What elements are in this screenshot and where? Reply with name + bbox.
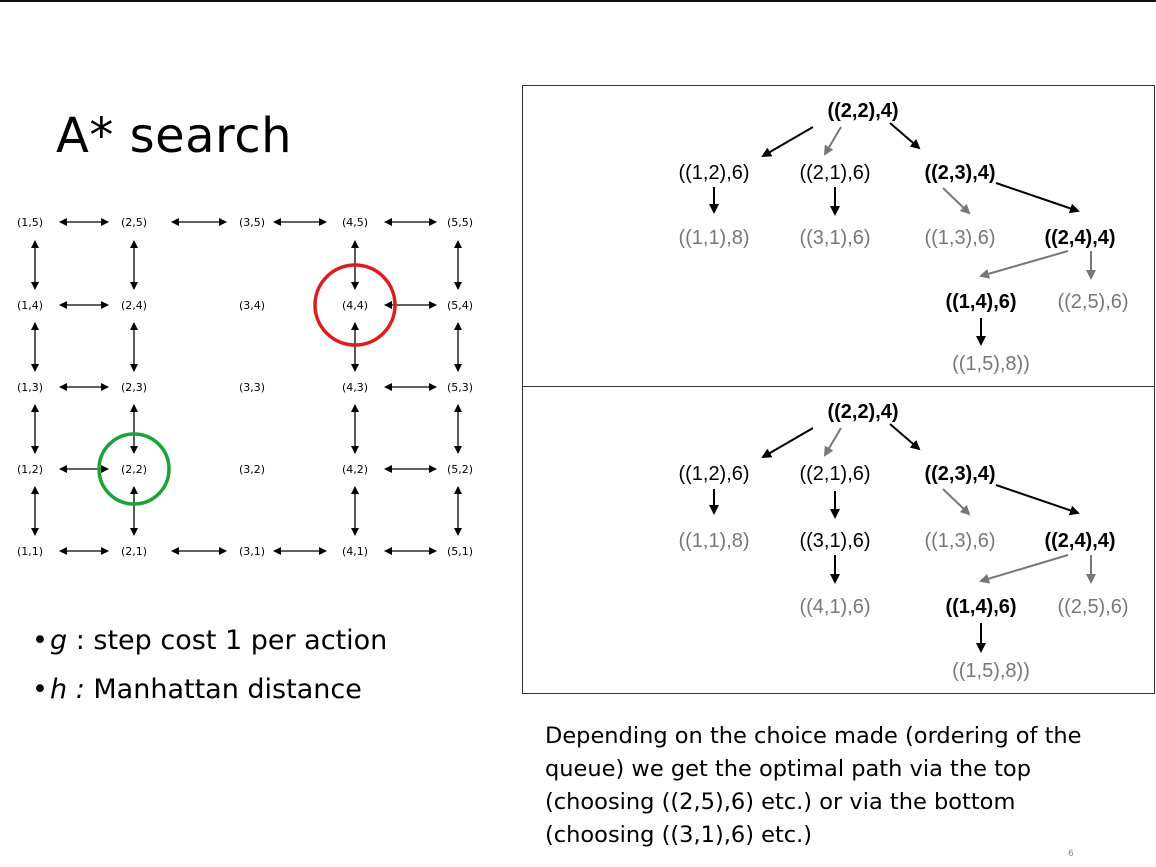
cell-2-3: (2,3): [121, 381, 147, 394]
bottom-node-1-2: ((1,2),6): [678, 463, 749, 485]
page-number: 6: [1068, 849, 1074, 859]
tree-bottom-panel: ((2,2),4) ((1,2),6) ((2,1),6) ((2,3),4) …: [522, 386, 1155, 694]
cell-4-4: (4,4): [342, 299, 368, 312]
top-node-1-5: ((1,5),8)): [952, 353, 1030, 375]
bottom-node-3-1: ((3,1),6): [799, 530, 870, 552]
cell-5-5: (5,5): [447, 216, 473, 229]
cell-2-5: (2,5): [121, 216, 147, 229]
bottom-node-1-4: ((1,4),6): [945, 596, 1016, 618]
caption-text: Depending on the choice made (ordering o…: [545, 723, 1082, 848]
cell-3-4: (3,4): [239, 299, 265, 312]
cell-4-5: (4,5): [342, 216, 368, 229]
cell-3-1: (3,1): [239, 545, 265, 558]
top-node-2-5: ((2,5),6): [1057, 291, 1128, 313]
cell-2-4: (2,4): [121, 299, 147, 312]
tree-top-panel: ((2,2),4) ((1,2),6) ((2,1),6) ((2,3),4) …: [522, 85, 1155, 387]
bottom-node-1-5: ((1,5),8)): [952, 660, 1030, 682]
cell-4-3: (4,3): [342, 381, 368, 394]
cell-5-4: (5,4): [447, 299, 473, 312]
bullet-h: •h : Manhattan distance: [32, 674, 362, 705]
cell-4-1: (4,1): [342, 545, 368, 558]
cell-5-2: (5,2): [447, 463, 473, 476]
tree-top-svg: ((2,2),4) ((1,2),6) ((2,1),6) ((2,3),4) …: [678, 100, 1128, 375]
top-node-1-1: ((1,1),8): [678, 227, 749, 249]
bottom-node-2-4: ((2,4),4): [1044, 530, 1115, 552]
top-node-2-3: ((2,3),4): [924, 162, 995, 184]
cell-1-5: (1,5): [17, 216, 43, 229]
bottom-node-2-5: ((2,5),6): [1057, 596, 1128, 618]
top-node-2-1: ((2,1),6): [799, 162, 870, 184]
cell-4-2: (4,2): [342, 463, 368, 476]
bullet-g: •g : step cost 1 per action: [32, 625, 388, 656]
top-rule: [0, 0, 1156, 2]
bottom-node-1-1: ((1,1),8): [678, 530, 749, 552]
start-circle: [97, 432, 171, 506]
cell-3-2: (3,2): [239, 463, 265, 476]
top-node-3-1: ((3,1),6): [799, 227, 870, 249]
goal-circle: [313, 263, 397, 347]
grid-diagram: (1,5) (2,5) (3,5) (4,5) (5,5) (1,4) (2,4…: [17, 216, 473, 558]
top-node-root: ((2,2),4): [827, 100, 898, 122]
top-node-1-4: ((1,4),6): [945, 291, 1016, 313]
cell-1-3: (1,3): [17, 381, 43, 394]
cell-5-1: (5,1): [447, 545, 473, 558]
cell-2-1: (2,1): [121, 545, 147, 558]
bottom-node-1-3: ((1,3),6): [924, 530, 995, 552]
cell-1-2: (1,2): [17, 463, 43, 476]
top-node-1-2: ((1,2),6): [678, 162, 749, 184]
cell-1-1: (1,1): [17, 545, 43, 558]
cell-3-3: (3,3): [239, 381, 265, 394]
bottom-node-2-1: ((2,1),6): [799, 463, 870, 485]
cell-2-2: (2,2): [121, 463, 147, 476]
cell-5-3: (5,3): [447, 381, 473, 394]
bullet-list: •g : step cost 1 per action •h : Manhatt…: [32, 616, 387, 714]
tree-bottom-svg: ((2,2),4) ((1,2),6) ((2,1),6) ((2,3),4) …: [678, 401, 1128, 682]
top-node-2-4: ((2,4),4): [1044, 227, 1115, 249]
top-node-1-3: ((1,3),6): [924, 227, 995, 249]
bottom-node-4-1: ((4,1),6): [799, 596, 870, 618]
slide-title: A* search: [56, 108, 293, 164]
bottom-node-root: ((2,2),4): [827, 401, 898, 423]
cell-3-5: (3,5): [239, 216, 265, 229]
cell-1-4: (1,4): [17, 299, 43, 312]
bottom-node-2-3: ((2,3),4): [924, 463, 995, 485]
